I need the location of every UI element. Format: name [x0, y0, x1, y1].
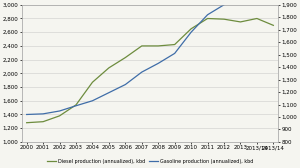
Legend: Diesel production (annualized), kbd, Gasoline production (annualized), kbd: Diesel production (annualized), kbd, Gas…	[45, 157, 255, 166]
